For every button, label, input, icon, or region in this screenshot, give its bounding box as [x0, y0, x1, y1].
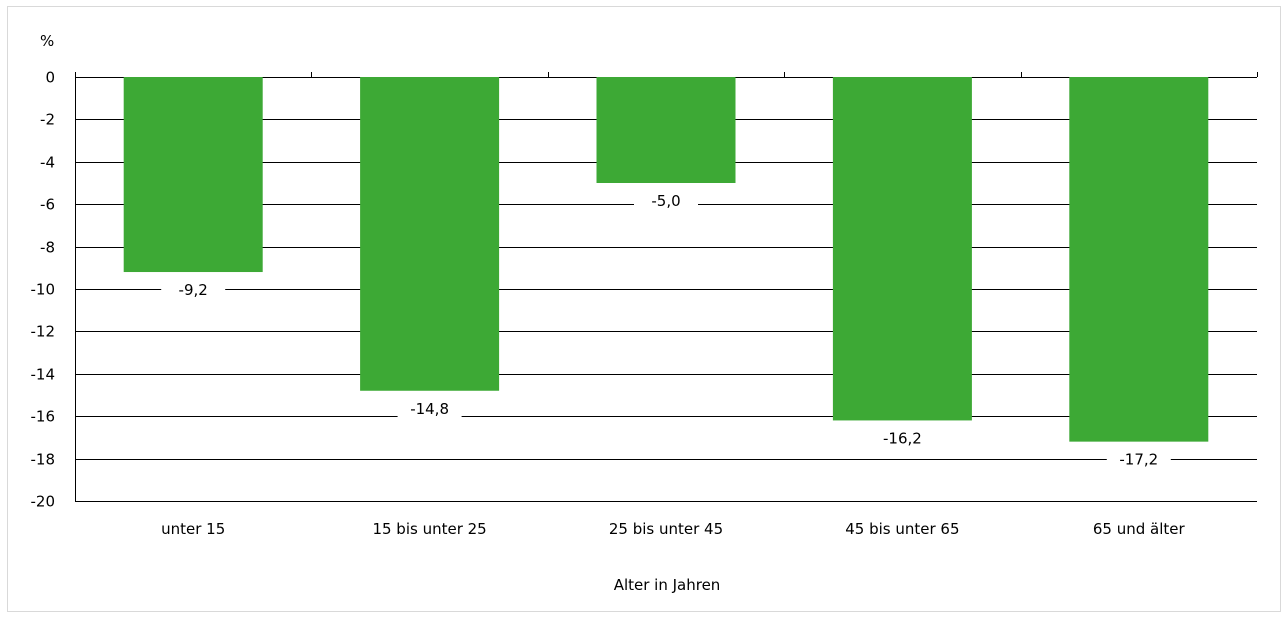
bar	[1069, 77, 1209, 442]
x-tick-label: 25 bis unter 45	[609, 520, 723, 538]
y-tick-label: -12	[31, 323, 56, 341]
y-tick-label: -18	[31, 451, 56, 469]
x-tick-label: unter 15	[161, 520, 225, 538]
bar	[832, 77, 972, 421]
y-tick-label: -16	[31, 408, 56, 426]
y-tick-label: -14	[31, 366, 56, 384]
bar	[596, 77, 736, 183]
data-label-background	[161, 281, 226, 302]
y-tick-labels: 0 -2 -4 -6 -8 -10 -12 -14 -16 -18 -20	[31, 69, 56, 511]
data-label: -16,2	[883, 429, 922, 447]
data-label-background	[634, 192, 698, 212]
data-labels: -9,2 -14,8 -5,0 -16,2 -17,2	[161, 192, 1171, 471]
data-label: -5,0	[651, 192, 680, 210]
y-unit-label: %	[40, 32, 54, 50]
y-tick-label: -4	[40, 154, 55, 172]
data-label: -9,2	[179, 281, 208, 299]
y-tick-label: -8	[40, 239, 55, 257]
bar	[123, 77, 263, 273]
y-tick-label: -2	[40, 111, 55, 129]
gridlines	[75, 72, 1258, 502]
x-tick-labels: unter 15 15 bis unter 25 25 bis unter 45 45…	[161, 520, 1185, 538]
data-label-background	[1106, 450, 1171, 471]
y-tick-label: -20	[31, 493, 56, 511]
y-tick-label: -10	[31, 281, 56, 299]
x-tick-label: 45 bis unter 65	[845, 520, 959, 538]
data-label: -14,8	[410, 400, 449, 418]
bar	[360, 77, 500, 391]
bars	[123, 77, 1209, 442]
y-tick-label: -6	[40, 196, 55, 214]
data-label: -17,2	[1119, 451, 1158, 469]
y-tick-label: 0	[45, 69, 55, 87]
data-label-background	[397, 399, 462, 420]
x-tick-label: 65 und älter	[1093, 520, 1186, 538]
x-axis-title: Alter in Jahren	[614, 576, 721, 594]
data-label-background	[870, 429, 935, 450]
x-tick-label: 15 bis unter 25	[372, 520, 486, 538]
